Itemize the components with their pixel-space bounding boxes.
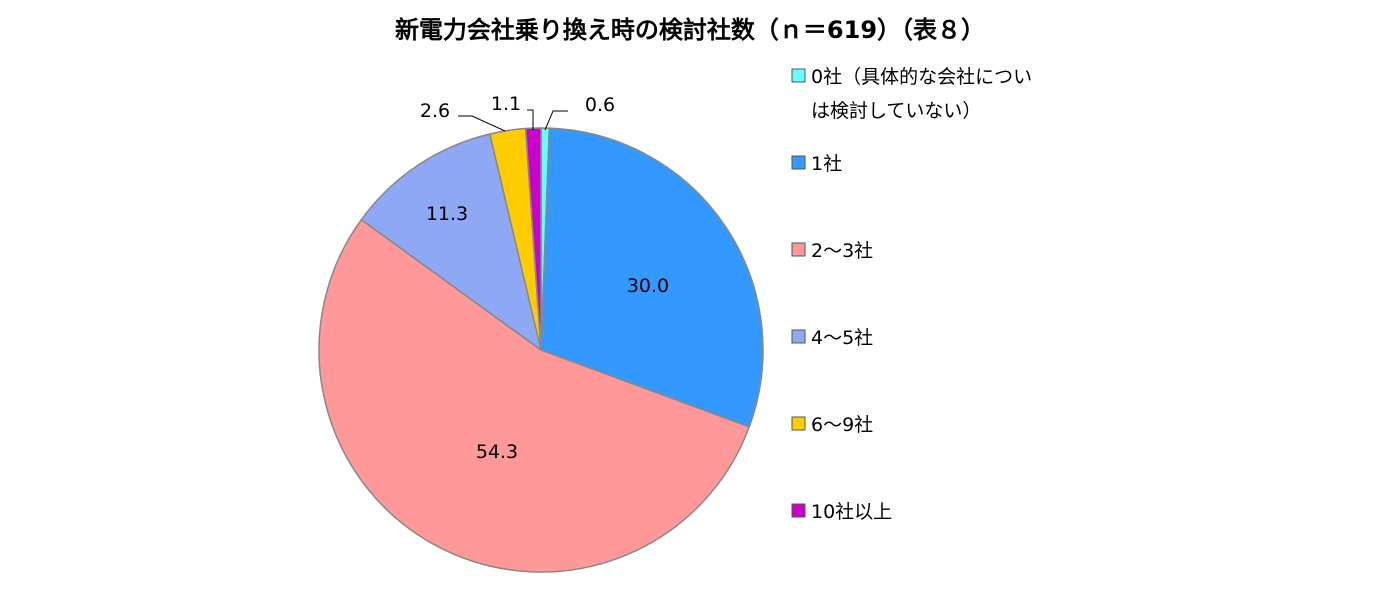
- data-label-six-nine: 2.6: [420, 100, 450, 122]
- legend-label-six-nine: 6～9社: [811, 414, 873, 436]
- leader-line-ten-plus: [527, 109, 534, 130]
- data-labels: 0.6 30.0 54.3 11.3 2.6 1.1: [420, 93, 669, 463]
- pie-slice-four-five: [360, 133, 543, 352]
- legend-label-none-line-2: は検討していない）: [811, 100, 981, 122]
- legend-label-four-five: 4～5社: [811, 327, 873, 349]
- legend-label-two-three: 2～3社: [811, 240, 873, 262]
- chart-title: 新電力会社乗り換え時の検討社数（ｎ＝619）（表８）: [395, 16, 985, 44]
- legend-swatch-four-five: [791, 329, 806, 344]
- data-label-ten-plus: 1.1: [491, 93, 521, 115]
- legend-swatch-two-three: [791, 242, 806, 257]
- data-label-one: 30.0: [627, 275, 669, 297]
- legend-swatch-none: [791, 68, 806, 83]
- legend-swatch-one: [791, 155, 806, 170]
- leader-line-six-nine: [458, 115, 506, 132]
- legend-swatch-ten-plus: [791, 503, 806, 518]
- pie-slices: [318, 127, 764, 573]
- leader-line-none: [544, 110, 568, 131]
- legend-swatch-six-nine: [791, 416, 806, 431]
- data-label-two-three: 54.3: [476, 441, 518, 463]
- legend-label-none-line-1: 0社（具体的な会社につい: [811, 66, 1032, 88]
- data-label-none: 0.6: [585, 94, 615, 116]
- pie-slice-one: [540, 127, 764, 428]
- data-label-four-five: 11.3: [426, 203, 468, 225]
- pie-slice-two-three: [318, 218, 751, 573]
- legend-label-one: 1社: [811, 153, 842, 175]
- legend-label-ten-plus: 10社以上: [811, 501, 892, 523]
